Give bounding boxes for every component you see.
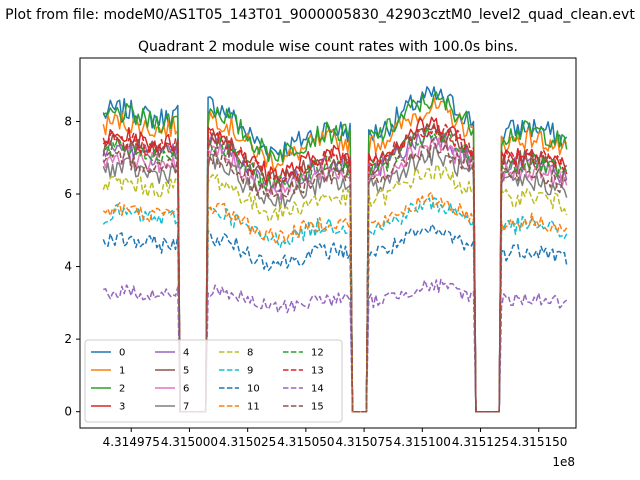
x-tick-label: 4.314975 — [103, 435, 160, 449]
x-tick-label: 4.315150 — [510, 435, 567, 449]
x-tick-label: 4.315125 — [452, 435, 509, 449]
plot-area-frame — [79, 57, 577, 429]
x-tick-label: 4.315050 — [277, 435, 334, 449]
legend-label: 14 — [311, 384, 324, 395]
y-tick-label: 6 — [64, 187, 72, 201]
legend-box — [84, 339, 343, 423]
legend-entry: 8 — [219, 348, 253, 359]
legend-entry: 14 — [283, 384, 324, 395]
y-tick-label: 8 — [64, 114, 72, 128]
legend-label: 10 — [247, 384, 260, 395]
series-line-15 — [102, 138, 568, 413]
figure-suptitle: Plot from file: modeM0/AS1T05_143T01_900… — [5, 7, 635, 23]
legend-entry: 15 — [283, 402, 324, 413]
legend-entry: 7 — [155, 402, 189, 413]
x-tick-label: 4.315075 — [335, 435, 392, 449]
legend-entry: 11 — [219, 402, 260, 413]
legend-label: 3 — [119, 402, 125, 413]
legend-label: 2 — [119, 384, 125, 395]
legend-label: 5 — [183, 366, 189, 377]
legend-entry: 10 — [219, 384, 260, 395]
legend-label: 7 — [183, 402, 189, 413]
y-tick-label: 0 — [64, 405, 72, 419]
x-axis-offset-label: 1e8 — [552, 455, 575, 469]
legend-entry: 13 — [283, 366, 324, 377]
legend-label: 8 — [247, 348, 253, 359]
legend-label: 4 — [183, 348, 189, 359]
chart-title: Quadrant 2 module wise count rates with … — [138, 39, 518, 55]
legend-label: 11 — [247, 402, 260, 413]
legend-label: 12 — [311, 348, 324, 359]
y-tick-label: 4 — [64, 260, 72, 274]
legend-entry: 9 — [219, 366, 253, 377]
legend-entry: 12 — [283, 348, 324, 359]
legend-entry: 4 — [155, 348, 189, 359]
x-tick-label: 4.315025 — [219, 435, 276, 449]
legend-entry: 6 — [155, 384, 189, 395]
x-tick-label: 4.315100 — [394, 435, 451, 449]
legend-label: 6 — [183, 384, 189, 395]
x-tick-label: 4.315000 — [161, 435, 218, 449]
legend-entry: 1 — [91, 366, 125, 377]
legend-entry: 0 — [91, 348, 125, 359]
y-tick-label: 2 — [64, 332, 72, 346]
legend-label: 0 — [119, 348, 125, 359]
legend-label: 9 — [247, 366, 253, 377]
legend-label: 13 — [311, 366, 324, 377]
legend-label: 1 — [119, 366, 125, 377]
legend-entry: 5 — [155, 366, 189, 377]
legend-entry: 2 — [91, 384, 125, 395]
legend-entry: 3 — [91, 402, 125, 413]
legend-label: 15 — [311, 402, 324, 413]
